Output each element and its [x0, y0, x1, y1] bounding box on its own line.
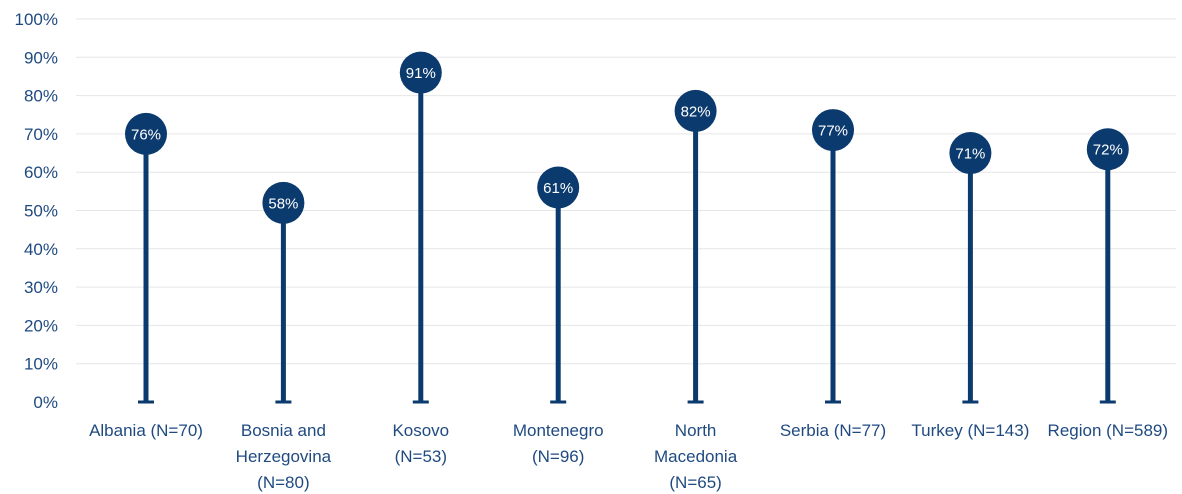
x-tick-label-line: Serbia (N=77): [780, 421, 886, 440]
x-tick-label-line: Turkey (N=143): [911, 421, 1029, 440]
y-tick-label: 0%: [33, 393, 58, 412]
lollipop-head: [537, 166, 580, 209]
data-label: 72%: [1093, 142, 1123, 159]
x-tick-label-line: Macedonia: [654, 447, 738, 466]
data-label: 91%: [406, 65, 436, 82]
data-label: 82%: [681, 103, 711, 120]
x-tick-label: North Macedonia (N=65): [654, 421, 738, 492]
data-label: 61%: [543, 180, 573, 197]
x-tick-label: Kosovo (N=53): [392, 421, 449, 466]
y-tick-label: 60%: [24, 163, 58, 182]
y-tick-label: 20%: [24, 316, 58, 335]
x-tick-label-line: Kosovo: [392, 421, 449, 440]
x-tick-label-line: Herzegovina: [236, 447, 332, 466]
data-label: 58%: [268, 195, 298, 212]
x-tick-label-line: Montenegro: [513, 421, 604, 440]
y-tick-label: 40%: [24, 240, 58, 259]
x-tick-label-line: (N=96): [532, 447, 584, 466]
x-tick-label-line: (N=80): [257, 473, 309, 492]
x-tick-label-line: Albania (N=70): [89, 421, 203, 440]
x-tick-label: Region (N=589): [1048, 421, 1169, 440]
y-tick-label: 70%: [24, 125, 58, 144]
gridlines: [76, 18, 1176, 365]
x-tick-label: Bosnia and Herzegovina (N=80): [236, 421, 332, 492]
x-tick-label-line: Region (N=589): [1048, 421, 1169, 440]
lollipop-head: [949, 132, 992, 175]
y-tick-label: 100%: [15, 10, 58, 29]
x-tick-label: Turkey (N=143): [911, 421, 1029, 440]
lollipop-head: [399, 51, 442, 94]
x-tick-label: Montenegro (N=96): [513, 421, 604, 466]
lollipop-head: [262, 181, 305, 224]
y-tick-label: 30%: [24, 278, 58, 297]
x-tick-label-line: (N=65): [669, 473, 721, 492]
data-label: 77%: [818, 123, 848, 140]
data-label: 71%: [955, 146, 985, 163]
y-tick-label: 50%: [24, 202, 58, 221]
lollipop-head: [812, 109, 854, 152]
y-axis-tick-labels: 0% 10% 20% 30% 40% 50% 60% 70% 80% 90% 100%: [15, 10, 58, 412]
x-axis-tick-labels: Albania (N=70) Bosnia and Herzegovina (N=80…: [89, 421, 1168, 492]
data-label: 76%: [131, 126, 161, 143]
y-tick-label: 80%: [24, 87, 58, 106]
x-tick-label-line: Bosnia and: [241, 421, 326, 440]
lollipop-stems: 76% 58% 91% 61% 82% 77% 71% 72%: [125, 51, 1129, 404]
x-tick-label: Albania (N=70): [89, 421, 203, 440]
lollipop-head: [674, 89, 717, 132]
x-tick-label-line: North: [675, 421, 717, 440]
x-tick-label: Serbia (N=77): [780, 421, 886, 440]
y-tick-label: 10%: [24, 355, 58, 374]
lollipop-head: [1086, 128, 1129, 171]
lollipop-head: [125, 112, 167, 155]
y-tick-label: 90%: [24, 48, 58, 67]
x-tick-label-line: (N=53): [395, 447, 447, 466]
